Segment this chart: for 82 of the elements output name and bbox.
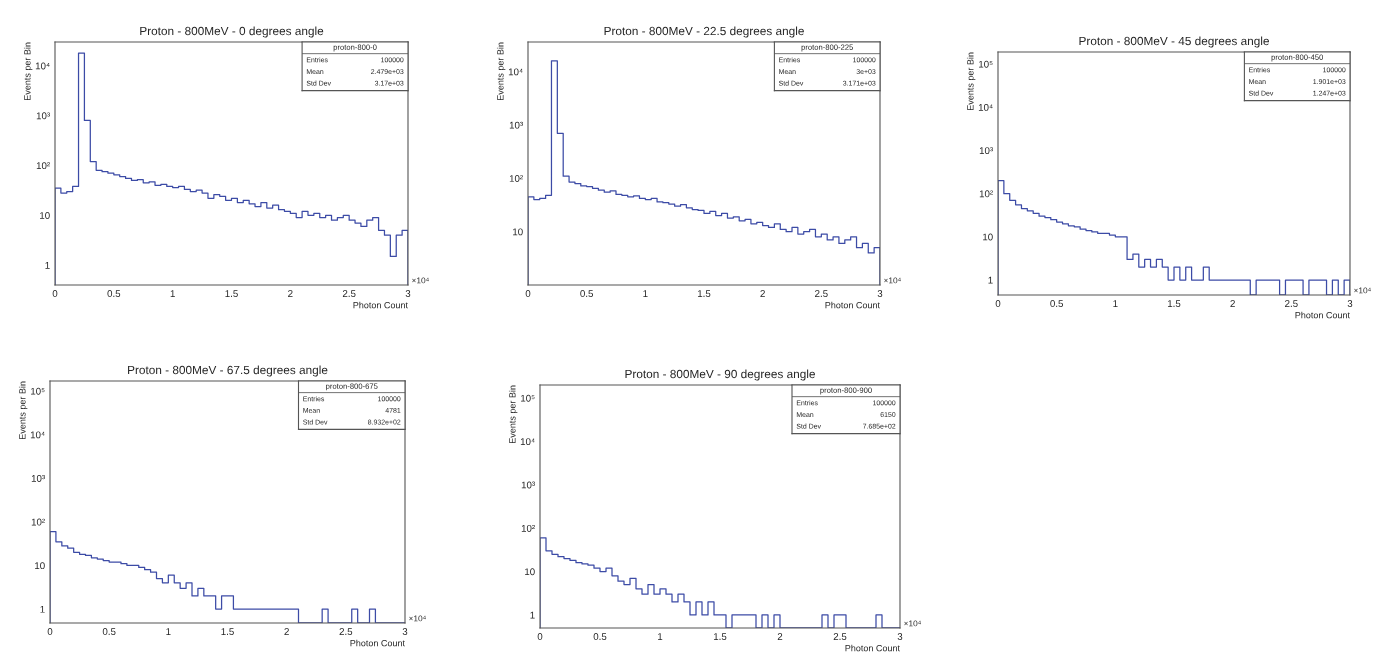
text: ×10⁴ <box>1354 287 1371 294</box>
x-tick-label: 2.5 <box>339 628 353 635</box>
x-tick-label: 2 <box>777 633 783 640</box>
y-tick-label: 10² <box>31 518 45 526</box>
x-tick-label: 3 <box>897 633 903 640</box>
y-tick-label: 10 <box>525 568 535 576</box>
y-tick-label: 10³ <box>36 112 50 120</box>
x-tick-label: 0 <box>47 628 53 635</box>
y-tick-label: 10 <box>983 233 993 241</box>
x-tick-label: 0 <box>52 290 58 297</box>
x-tick-label: 0 <box>537 633 543 640</box>
y-tick-label: 10⁵ <box>31 387 45 395</box>
x-tick-label: 0.5 <box>580 290 594 297</box>
x-tick-label: 1 <box>658 633 663 640</box>
y-axis-title: Events per Bin <box>508 385 518 443</box>
x-tick-label: 3 <box>402 628 408 635</box>
x-tick-label: 3 <box>405 290 411 297</box>
y-tick-label: 10 <box>513 228 523 236</box>
text: ×10⁴ <box>412 277 429 284</box>
y-tick-label: 10⁴ <box>508 68 523 76</box>
y-tick-label: 10³ <box>521 481 535 489</box>
x-tick-label: 1 <box>166 628 171 635</box>
y-axis-title: Events per Bin <box>496 42 506 100</box>
chart-title: Proton - 800MeV - 90 degrees angle <box>625 369 815 381</box>
chart-title: Proton - 800MeV - 67.5 degrees angle <box>128 365 328 377</box>
x-tick-label: 0.5 <box>107 290 121 297</box>
x-tick-label: 1 <box>643 290 648 297</box>
y-tick-label: 10² <box>521 524 535 532</box>
x-tick-label: 2 <box>1230 300 1235 307</box>
x-tick-label: 2 <box>284 628 289 635</box>
y-tick-label: 10² <box>509 175 523 182</box>
chart-title: Proton - 800MeV - 45 degrees angle <box>1079 36 1269 48</box>
x-tick-label: 2.5 <box>833 633 847 640</box>
x-tick-label: 3 <box>1347 300 1353 307</box>
y-tick-label: 10 <box>35 562 45 570</box>
x-axis-title: Photon Count <box>845 644 900 652</box>
x-tick-label: 2.5 <box>815 290 828 297</box>
x-tick-label: 1 <box>170 290 175 297</box>
x-tick-label: 1 <box>1113 300 1118 307</box>
x-tick-label: 1.5 <box>1167 300 1181 307</box>
y-axis-title: Events per Bin <box>18 381 28 439</box>
y-tick-label: 10⁵ <box>979 60 993 68</box>
x-tick-label: 1.5 <box>697 290 711 297</box>
y-tick-label: 1 <box>45 262 50 269</box>
y-tick-label: 10³ <box>31 475 45 482</box>
y-tick-label: 10² <box>979 190 993 198</box>
y-tick-label: 10⁴ <box>520 438 535 446</box>
x-tick-label: 0 <box>995 300 1001 307</box>
y-tick-label: 10⁴ <box>978 103 993 111</box>
y-tick-label: 10² <box>36 162 50 170</box>
text: ×10⁴ <box>884 277 901 284</box>
y-axis-title: Events per Bin <box>966 52 976 110</box>
x-tick-label: 1.5 <box>713 633 727 640</box>
chart-title: Proton - 800MeV - 0 degrees angle <box>140 26 324 38</box>
x-tick-label: 1.5 <box>221 628 234 635</box>
y-tick-label: 1 <box>40 605 45 613</box>
y-tick-label: 10⁴ <box>35 62 50 70</box>
x-axis-title: Photon Count <box>350 639 405 647</box>
text: ×10⁴ <box>904 620 921 627</box>
x-axis-title: Photon Count <box>1295 311 1350 319</box>
x-tick-label: 0.5 <box>593 633 607 640</box>
x-tick-label: 2.5 <box>342 290 356 297</box>
y-tick-label: 10⁴ <box>30 431 45 439</box>
y-axis-title: Events per Bin <box>23 42 33 100</box>
y-tick-label: 10³ <box>509 121 523 129</box>
y-tick-label: 10⁵ <box>521 394 535 402</box>
x-axis-title: Photon Count <box>825 301 880 309</box>
text: ×10⁴ <box>409 615 426 622</box>
y-tick-label: 1 <box>530 611 535 619</box>
x-tick-label: 2 <box>288 290 293 297</box>
x-tick-label: 1.5 <box>225 290 238 297</box>
x-tick-label: 0.5 <box>102 628 116 635</box>
y-tick-label: 1 <box>988 276 993 284</box>
y-tick-label: 10³ <box>979 147 993 155</box>
x-tick-label: 0.5 <box>1050 300 1064 307</box>
x-tick-label: 2 <box>760 290 765 297</box>
x-tick-label: 2.5 <box>1285 300 1298 307</box>
x-tick-label: 0 <box>525 290 531 297</box>
y-tick-label: 10 <box>40 212 50 219</box>
x-axis-title: Photon Count <box>353 301 408 309</box>
chart-title: Proton - 800MeV - 22.5 degrees angle <box>604 26 804 38</box>
x-tick-label: 3 <box>877 290 883 297</box>
